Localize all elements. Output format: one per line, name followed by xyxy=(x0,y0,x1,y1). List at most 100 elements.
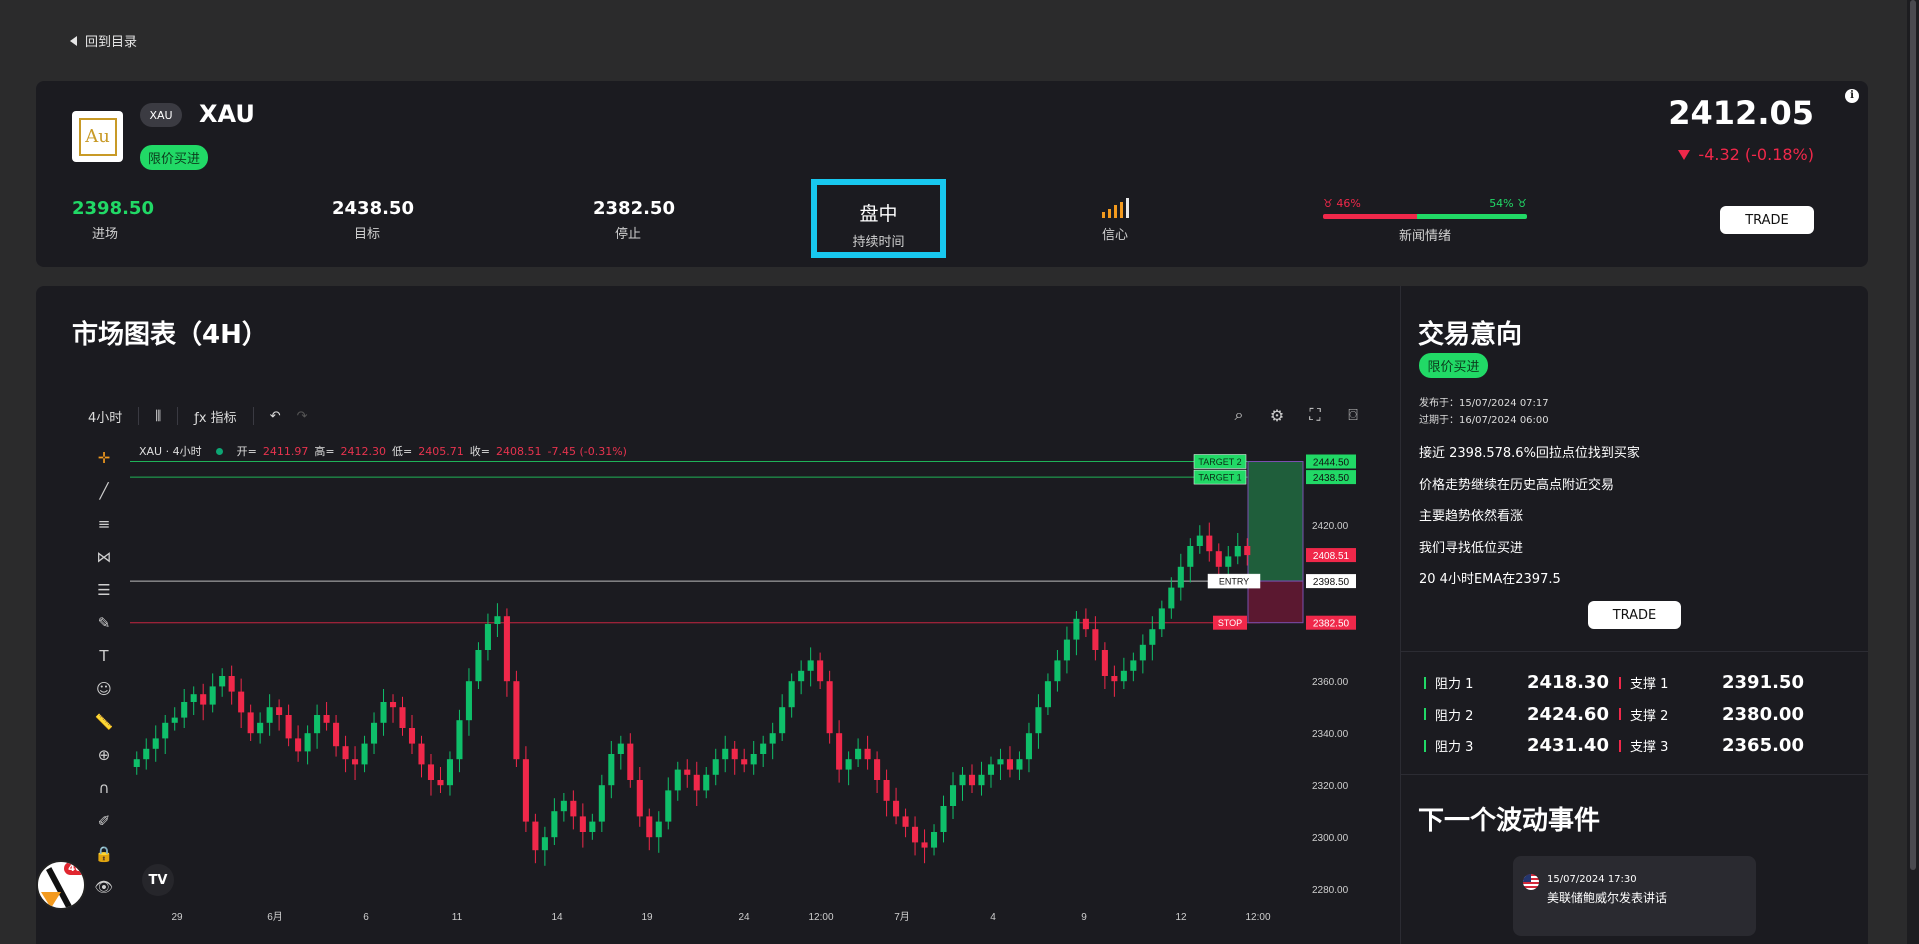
candle-body xyxy=(779,707,786,734)
x-tick-label: 6月 xyxy=(267,911,283,923)
asset-name: XAU xyxy=(199,100,255,128)
candle-body xyxy=(1168,587,1175,609)
confidence-stat: 信心 xyxy=(1100,198,1130,243)
pattern-icon[interactable]: ⋈ xyxy=(96,548,112,566)
candle-body xyxy=(560,800,567,812)
candle-body xyxy=(1035,707,1042,734)
duration-value: 盘中 xyxy=(859,203,898,225)
fullscreen-icon[interactable]: ⛶ xyxy=(1309,405,1321,424)
x-tick-label: 12:00 xyxy=(1245,912,1270,923)
stop-stat: 2382.50 停止 xyxy=(593,198,675,242)
candle-body xyxy=(1158,608,1165,630)
candle-body xyxy=(693,774,700,791)
back-link[interactable]: 回到目录 xyxy=(70,31,137,50)
candle-body xyxy=(219,676,226,687)
asset-header-card xyxy=(36,81,1868,267)
candle-body xyxy=(1006,759,1014,770)
price-change: -4.32 (-0.18%) xyxy=(1678,145,1814,164)
candle-body xyxy=(484,624,491,650)
candle-body xyxy=(750,754,757,765)
fib-lines-icon[interactable]: ≡ xyxy=(97,515,111,533)
candle-body xyxy=(276,707,283,715)
chart-title: 市场图表（4H） xyxy=(72,320,268,350)
panel-divider xyxy=(1400,286,1401,944)
emoji-icon[interactable]: ☺ xyxy=(96,680,112,698)
lock-pencil-icon[interactable]: ✐ xyxy=(97,812,111,830)
candle-body xyxy=(342,746,349,760)
gold-logo-icon: Au xyxy=(78,117,117,156)
entry-stat: 2398.50 进场 xyxy=(72,198,154,242)
redo-icon[interactable]: ↷ xyxy=(296,408,308,424)
candle-body xyxy=(437,780,444,786)
candle-body xyxy=(1215,551,1222,567)
magnet-icon[interactable]: ∩ xyxy=(98,779,110,797)
brush-icon[interactable]: ✎ xyxy=(97,614,111,632)
fx-icon: ƒx xyxy=(194,410,211,426)
note-item: 20 4小时EMA在2397.5 xyxy=(1419,572,1561,587)
y-tick-label: 2340.00 xyxy=(1312,729,1349,740)
forecast-icon[interactable]: ☰ xyxy=(97,581,111,599)
candle-body xyxy=(655,821,662,838)
candle-body xyxy=(1025,733,1032,760)
support-resistance-levels: 阻力 1 2418.30 支撑 1 2391.50 阻力 2 2424.60 支撑 2… xyxy=(1424,667,1814,762)
candle-body xyxy=(323,715,330,723)
confidence-label: 信心 xyxy=(1101,228,1128,243)
target1-marker-box xyxy=(1193,469,1247,485)
chart-card xyxy=(36,286,1868,944)
candle-body xyxy=(551,811,558,838)
screenshot-camera-icon[interactable]: ⌼ xyxy=(1348,405,1358,424)
candle-body xyxy=(143,748,150,760)
trend-line-icon[interactable]: ╱ xyxy=(99,482,109,500)
candle-type-icon[interactable]: ⫼ xyxy=(155,408,162,424)
market-status-dot-icon xyxy=(215,447,223,455)
trade-idea-button[interactable]: TRADE xyxy=(1588,601,1681,629)
eye-icon[interactable]: 👁 xyxy=(94,878,114,896)
published-date: 发布于：15/07/2024 07:17 xyxy=(1419,398,1549,409)
indicators-button[interactable]: ƒx 指标 xyxy=(194,407,236,426)
ohlc-legend: XAU · 4小时 开= 2411.97 高= 2412.30 低= 2405.71 … xyxy=(139,444,627,459)
candle-body xyxy=(712,759,719,775)
resistance-2: 阻力 2 2424.60 xyxy=(1424,704,1619,725)
note-item: 我们寻找低位买进 xyxy=(1419,540,1524,556)
ruler-icon[interactable]: 📏 xyxy=(94,713,114,731)
candle-body xyxy=(257,722,264,734)
y-tick-label: 2320.00 xyxy=(1312,781,1349,792)
target-value: 2438.50 xyxy=(332,198,414,219)
candle-body xyxy=(133,759,140,767)
crosshair-icon[interactable]: ✛ xyxy=(97,449,111,467)
chart-toolbar-right: ⌕ ⚙ ⛶ ⌼ xyxy=(1228,404,1364,426)
candle-body xyxy=(541,837,548,851)
candle-body xyxy=(361,743,368,765)
x-tick-label: 14 xyxy=(551,912,563,923)
support-1: 支撑 1 2391.50 xyxy=(1619,672,1814,693)
lock-icon[interactable]: 🔒 xyxy=(94,845,114,863)
floating-app-button[interactable]: 46 xyxy=(36,860,86,910)
text-tool-icon[interactable]: T xyxy=(99,647,109,665)
interval-selector[interactable]: 4小时 xyxy=(88,410,123,426)
event-card[interactable]: 15/07/2024 17:30 美联储鲍威尔发表讲话 xyxy=(1513,856,1756,936)
legend-open: 2411.97 xyxy=(262,444,309,458)
candle-body xyxy=(152,738,159,749)
candle-body xyxy=(456,720,463,760)
indicators-label: 指标 xyxy=(210,410,237,426)
candle-body xyxy=(503,616,510,682)
price-chart[interactable]: TARGET 2 TARGET 1 ENTRY STOP 2420.00 2360.00 2… xyxy=(130,436,1360,944)
trade-button[interactable]: TRADE xyxy=(1720,206,1814,234)
zoom-in-icon[interactable]: ⊕ xyxy=(97,746,111,764)
candle-body xyxy=(1120,670,1127,682)
undo-icon[interactable]: ↶ xyxy=(269,408,281,424)
candle-body xyxy=(1139,644,1146,661)
candle-body xyxy=(1111,676,1118,682)
info-icon[interactable]: i xyxy=(1845,89,1859,103)
candle-body xyxy=(446,759,454,786)
candle-body xyxy=(855,748,862,760)
settings-gear-icon[interactable]: ⚙ xyxy=(1269,405,1285,425)
entry-label: 进场 xyxy=(91,227,118,242)
candle-body xyxy=(826,681,833,734)
x-tick-label: 12:00 xyxy=(808,912,833,923)
confidence-bar xyxy=(1107,208,1111,218)
quick-search-icon[interactable]: ⌕ xyxy=(1234,405,1244,424)
page-scrollbar[interactable] xyxy=(1907,0,1919,944)
news-sentiment: ♉ 46% 54% ♉ 新闻情绪 xyxy=(1323,197,1527,244)
support-2: 支撑 2 2380.00 xyxy=(1619,704,1814,725)
